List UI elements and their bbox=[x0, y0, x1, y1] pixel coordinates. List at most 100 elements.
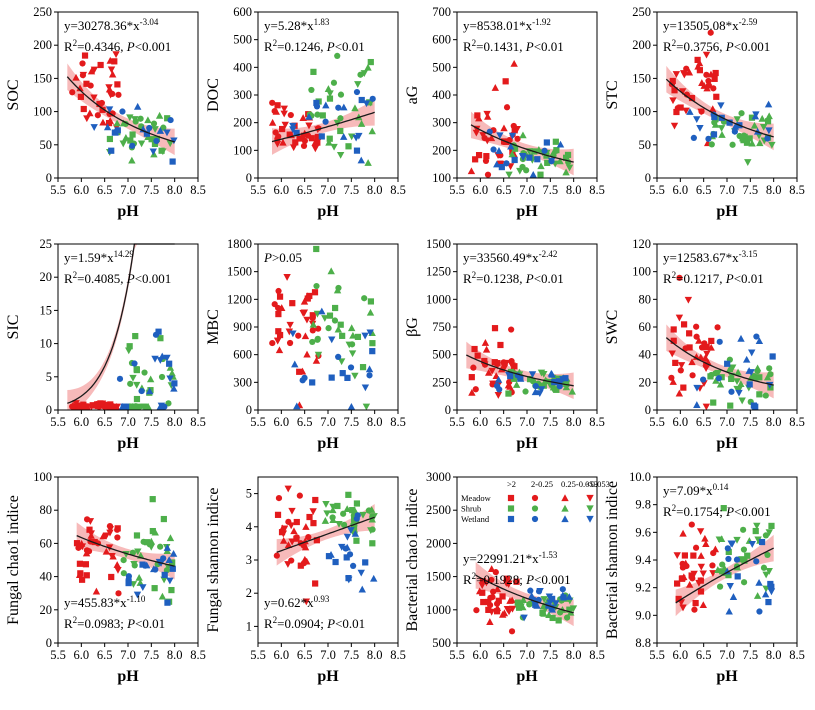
x-axis-label: pH bbox=[516, 668, 538, 685]
point-meadow bbox=[278, 304, 286, 311]
y-tick-label: 2 bbox=[246, 586, 252, 600]
point-meadow bbox=[680, 321, 688, 328]
point-shrub bbox=[767, 371, 774, 378]
y-tick-label: 60 bbox=[639, 320, 652, 334]
point-meadow bbox=[78, 543, 87, 551]
point-wetland bbox=[537, 386, 546, 394]
point-shrub bbox=[754, 367, 761, 375]
point-meadow bbox=[83, 80, 90, 87]
x-tick-label: 5.5 bbox=[50, 183, 66, 197]
point-shrub bbox=[711, 119, 718, 126]
x-tick-label: 6.0 bbox=[274, 648, 290, 662]
point-wetland bbox=[361, 332, 369, 340]
y-tick-label: 400 bbox=[233, 60, 252, 74]
point-shrub bbox=[120, 557, 127, 564]
x-axis-label: pH bbox=[716, 435, 738, 452]
x-axis-label: pH bbox=[516, 203, 538, 220]
x-tick-label: 5.5 bbox=[449, 183, 465, 197]
point-meadow bbox=[114, 81, 121, 88]
point-wetland bbox=[494, 375, 503, 383]
point-shrub bbox=[129, 131, 136, 138]
point-meadow bbox=[279, 138, 287, 146]
point-wetland bbox=[166, 577, 174, 585]
point-shrub bbox=[168, 369, 176, 377]
point-meadow bbox=[296, 368, 303, 375]
point-shrub bbox=[735, 386, 743, 393]
point-shrub bbox=[568, 387, 576, 395]
r-squared: R2=0.3756, P<0.001 bbox=[663, 38, 770, 54]
point-meadow bbox=[493, 362, 501, 370]
r-squared-value: =0.1754; bbox=[676, 504, 726, 519]
legend-marker bbox=[586, 505, 594, 513]
point-wetland bbox=[318, 307, 326, 315]
point-wetland bbox=[690, 134, 697, 141]
legend-header: 2-0.25 bbox=[531, 479, 553, 489]
y-tick-label: 600 bbox=[233, 5, 252, 19]
point-meadow bbox=[273, 140, 282, 148]
x-tick-label: 8.0 bbox=[367, 415, 383, 429]
point-meadow bbox=[479, 589, 486, 596]
point-shrub bbox=[143, 539, 151, 546]
point-meadow bbox=[91, 538, 98, 546]
x-tick-label: 6.0 bbox=[74, 415, 90, 429]
point-shrub bbox=[119, 140, 127, 148]
r-squared: R2=0.4346, P<0.001 bbox=[64, 38, 171, 54]
point-shrub bbox=[549, 614, 556, 622]
point-wetland bbox=[342, 545, 349, 552]
fit-line bbox=[675, 547, 774, 604]
point-wetland bbox=[339, 370, 346, 377]
point-wetland bbox=[496, 132, 504, 140]
point-meadow bbox=[481, 339, 490, 346]
fit-line bbox=[665, 337, 774, 386]
point-shrub bbox=[357, 120, 366, 127]
point-meadow bbox=[474, 112, 481, 119]
point-meadow bbox=[114, 534, 121, 541]
point-shrub bbox=[719, 561, 726, 568]
point-shrub bbox=[717, 125, 726, 132]
point-wetland bbox=[108, 147, 115, 154]
x-tick-label: 7.0 bbox=[719, 415, 735, 429]
point-wetland bbox=[335, 353, 342, 361]
point-shrub bbox=[139, 403, 147, 411]
point-wetland bbox=[529, 170, 537, 178]
point-wetland bbox=[705, 135, 712, 142]
x-tick-label: 7.0 bbox=[120, 183, 136, 197]
point-wetland bbox=[565, 593, 573, 600]
point-shrub bbox=[326, 90, 334, 98]
point-meadow bbox=[688, 358, 696, 366]
legend-marker bbox=[561, 515, 569, 523]
equation: y=455.83*x-1.10 bbox=[64, 594, 146, 610]
point-shrub bbox=[329, 506, 337, 514]
point-wetland bbox=[291, 360, 299, 368]
point-meadow bbox=[685, 580, 694, 588]
equation: y=33560.49*x-2.42 bbox=[463, 249, 557, 265]
point-meadow bbox=[690, 570, 698, 578]
y-axis-label: Bacterial shannon indice bbox=[604, 481, 621, 639]
point-wetland bbox=[149, 148, 157, 156]
point-meadow bbox=[75, 571, 84, 578]
x-tick-label: 8.0 bbox=[566, 648, 582, 662]
point-wetland bbox=[167, 116, 174, 124]
point-meadow bbox=[275, 346, 284, 354]
point-shrub bbox=[359, 511, 367, 519]
point-meadow bbox=[494, 392, 503, 399]
equation-exponent: -1.53 bbox=[539, 550, 558, 560]
point-meadow bbox=[693, 323, 700, 330]
point-wetland bbox=[559, 591, 567, 599]
point-meadow bbox=[312, 580, 319, 587]
point-shrub bbox=[733, 116, 741, 124]
point-shrub bbox=[510, 375, 517, 382]
point-wetland bbox=[145, 387, 154, 395]
point-wetland bbox=[746, 381, 753, 388]
point-wetland bbox=[547, 369, 556, 377]
point-shrub bbox=[766, 365, 773, 372]
point-shrub bbox=[113, 119, 121, 127]
equation-exponent: -3.15 bbox=[739, 249, 758, 259]
point-shrub bbox=[345, 491, 352, 498]
point-wetland bbox=[751, 112, 760, 120]
point-meadow bbox=[472, 156, 479, 163]
point-wetland bbox=[125, 576, 132, 583]
x-tick-label: 6.5 bbox=[496, 648, 512, 662]
panel-bg: 5.5 6.0 6.5 7.0 7.5 8.0 8.5 0 250 500 750 1000 1250 1… bbox=[404, 237, 605, 452]
point-meadow bbox=[275, 310, 282, 318]
